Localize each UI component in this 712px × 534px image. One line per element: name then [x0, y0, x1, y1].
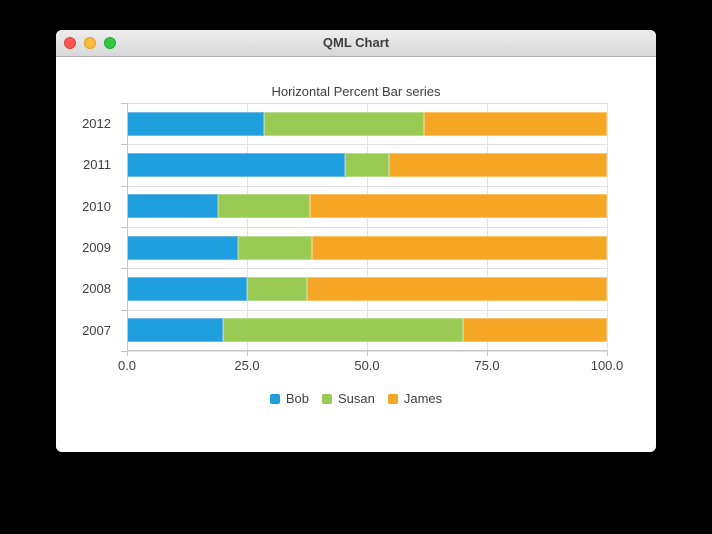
x-axis-tick [247, 351, 248, 356]
x-axis-tick [127, 351, 128, 356]
legend-marker-bob [269, 393, 280, 404]
chart-canvas: Horizontal Percent Bar series 2012 2011 20… [56, 57, 656, 452]
bar-segment-james [388, 153, 607, 177]
y-axis-category-label: 2010 [82, 198, 111, 214]
app-window: QML Chart Horizontal Percent Bar series … [56, 30, 656, 452]
y-axis-tick [121, 144, 127, 146]
bar-row-2008 [127, 277, 607, 301]
y-axis-tick [121, 103, 127, 104]
bar-segment-susan [237, 235, 312, 260]
window-titlebar[interactable]: QML Chart [56, 30, 656, 57]
y-axis-category-label: 2011 [83, 157, 111, 173]
chart-title: Horizontal Percent Bar series [271, 84, 441, 99]
bar-segment-bob [127, 194, 219, 219]
bar-row-2007 [127, 318, 607, 343]
bar-row-2009 [127, 235, 607, 260]
bar-segment-susan [247, 277, 307, 301]
legend-item-susan[interactable]: Susan [321, 391, 375, 406]
x-axis-tick [367, 351, 368, 356]
y-axis-line [127, 103, 128, 351]
y-axis-category-label: 2012 [82, 116, 111, 131]
gridline-vertical [607, 103, 608, 351]
minimize-button[interactable] [84, 37, 96, 49]
legend-label-james: James [403, 391, 443, 406]
gridline-vertical [247, 103, 248, 351]
x-axis-line [127, 350, 607, 351]
legend-marker-james [387, 393, 398, 404]
bar-segment-james [307, 277, 607, 301]
legend-marker-susan [321, 393, 332, 404]
legend-label-bob: Bob [285, 391, 309, 406]
bar-segment-susan [345, 153, 389, 177]
x-axis-labels: 0.0 25.0 50.0 75.0 100.0 [118, 358, 623, 374]
y-axis-tick [121, 227, 127, 228]
gridline-vertical [487, 103, 488, 351]
bar-segment-susan [264, 111, 425, 136]
bar-segment-susan [223, 318, 463, 343]
bar-segment-bob [127, 235, 238, 260]
y-axis-category-label: 2008 [82, 281, 111, 297]
x-axis-tick-label: 50.0 [354, 358, 380, 373]
y-axis-tick [121, 309, 127, 311]
bar-segment-bob [127, 277, 247, 301]
legend-item-bob[interactable]: Bob [269, 391, 309, 406]
bar-segment-bob [127, 111, 265, 136]
legend-label-susan: Susan [337, 391, 375, 406]
bar-row-2012 [127, 111, 607, 136]
y-axis-labels: 2012 2011 2010 2009 2008 2007 [56, 103, 119, 351]
x-axis-tick-label: 75.0 [474, 358, 500, 373]
window-title: QML Chart [322, 35, 390, 50]
bar-row-2010 [127, 194, 607, 219]
y-axis-category-label: 2009 [82, 240, 111, 255]
x-axis-tick-label: 25.0 [234, 358, 260, 373]
bar-segment-susan [218, 194, 310, 219]
x-axis-tick-label: 0.0 [117, 358, 137, 373]
y-axis-tick [121, 185, 127, 187]
x-axis-tick [607, 351, 608, 356]
bar-segment-james [311, 235, 607, 260]
bar-segment-james [424, 111, 607, 136]
bar-segment-james [463, 318, 607, 343]
bar-segment-james [309, 194, 607, 219]
legend-item-james[interactable]: James [387, 391, 443, 406]
y-axis-category-label: 2007 [82, 322, 111, 338]
close-button[interactable] [64, 37, 76, 49]
x-axis-tick [487, 351, 488, 356]
bar-segment-bob [127, 153, 346, 177]
gridline-vertical [367, 103, 368, 351]
plot-area [121, 103, 608, 356]
bar-segment-bob [127, 318, 223, 343]
zoom-button[interactable] [104, 37, 116, 49]
traffic-lights [64, 37, 116, 49]
bar-row-2011 [127, 153, 607, 177]
y-axis-tick [121, 268, 127, 270]
y-axis-tick [121, 351, 127, 352]
x-axis-tick-label: 100.0 [590, 358, 624, 373]
legend: Bob Susan James [56, 391, 656, 406]
